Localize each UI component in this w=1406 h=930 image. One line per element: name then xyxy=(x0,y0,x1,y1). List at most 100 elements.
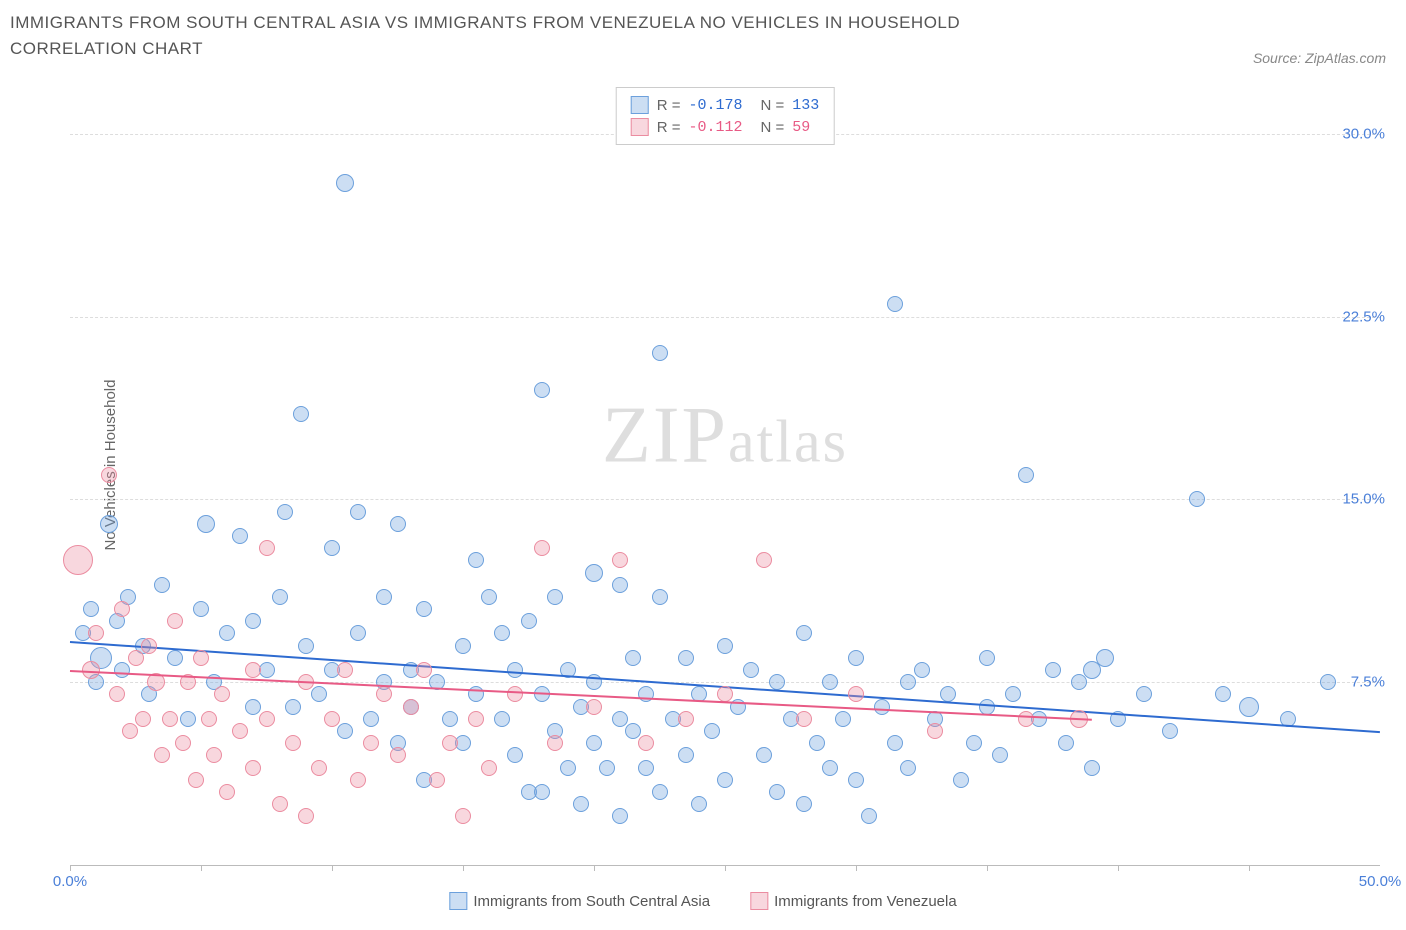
data-point-venezuela xyxy=(214,686,230,702)
data-point-south_central_asia xyxy=(468,552,484,568)
data-point-south_central_asia xyxy=(197,515,215,533)
data-point-south_central_asia xyxy=(180,711,196,727)
data-point-south_central_asia xyxy=(573,796,589,812)
legend-item-south_central_asia: Immigrants from South Central Asia xyxy=(449,892,710,910)
data-point-south_central_asia xyxy=(638,760,654,776)
swatch-icon xyxy=(631,96,649,114)
x-axis-min-label: 0.0% xyxy=(53,873,87,890)
data-point-venezuela xyxy=(154,747,170,763)
data-point-south_central_asia xyxy=(481,589,497,605)
data-point-south_central_asia xyxy=(678,650,694,666)
stats-row-south_central_asia: R =-0.178N =133 xyxy=(631,94,820,116)
data-point-south_central_asia xyxy=(298,638,314,654)
watermark: ZIPatlas xyxy=(602,391,848,482)
data-point-south_central_asia xyxy=(534,784,550,800)
data-point-south_central_asia xyxy=(1005,686,1021,702)
data-point-south_central_asia xyxy=(272,589,288,605)
data-point-south_central_asia xyxy=(1136,686,1152,702)
data-point-south_central_asia xyxy=(277,504,293,520)
data-point-venezuela xyxy=(285,735,301,751)
data-point-venezuela xyxy=(376,686,392,702)
data-point-south_central_asia xyxy=(100,515,118,533)
data-point-venezuela xyxy=(162,711,178,727)
data-point-venezuela xyxy=(311,760,327,776)
swatch-icon xyxy=(631,118,649,136)
data-point-south_central_asia xyxy=(612,808,628,824)
data-point-south_central_asia xyxy=(507,662,523,678)
legend-item-venezuela: Immigrants from Venezuela xyxy=(750,892,957,910)
data-point-south_central_asia xyxy=(769,784,785,800)
swatch-icon xyxy=(750,892,768,910)
data-point-south_central_asia xyxy=(704,723,720,739)
x-tick xyxy=(201,865,202,871)
data-point-south_central_asia xyxy=(1045,662,1061,678)
data-point-south_central_asia xyxy=(1215,686,1231,702)
data-point-south_central_asia xyxy=(1189,491,1205,507)
data-point-south_central_asia xyxy=(245,699,261,715)
data-point-venezuela xyxy=(272,796,288,812)
data-point-venezuela xyxy=(167,613,183,629)
stats-legend: R =-0.178N =133R =-0.112N = 59 xyxy=(616,87,835,145)
data-point-south_central_asia xyxy=(835,711,851,727)
n-value: 59 xyxy=(792,119,810,136)
data-point-venezuela xyxy=(259,711,275,727)
x-tick xyxy=(332,865,333,871)
data-point-venezuela xyxy=(429,772,445,788)
data-point-south_central_asia xyxy=(796,625,812,641)
x-tick xyxy=(987,865,988,871)
data-point-venezuela xyxy=(350,772,366,788)
data-point-venezuela xyxy=(175,735,191,751)
data-point-south_central_asia xyxy=(83,601,99,617)
data-point-venezuela xyxy=(455,808,471,824)
data-point-south_central_asia xyxy=(914,662,930,678)
data-point-south_central_asia xyxy=(887,735,903,751)
data-point-venezuela xyxy=(141,638,157,654)
data-point-south_central_asia xyxy=(293,406,309,422)
data-point-venezuela xyxy=(219,784,235,800)
data-point-south_central_asia xyxy=(219,625,235,641)
n-value: 133 xyxy=(792,97,819,114)
data-point-venezuela xyxy=(109,686,125,702)
data-point-venezuela xyxy=(232,723,248,739)
data-point-venezuela xyxy=(88,625,104,641)
x-tick xyxy=(463,865,464,871)
data-point-south_central_asia xyxy=(652,784,668,800)
data-point-south_central_asia xyxy=(1018,467,1034,483)
data-point-venezuela xyxy=(612,552,628,568)
x-tick xyxy=(1118,865,1119,871)
data-point-south_central_asia xyxy=(822,674,838,690)
data-point-south_central_asia xyxy=(324,540,340,556)
x-tick xyxy=(1249,865,1250,871)
data-point-south_central_asia xyxy=(494,711,510,727)
data-point-south_central_asia xyxy=(652,589,668,605)
gridline xyxy=(70,499,1380,500)
data-point-south_central_asia xyxy=(350,504,366,520)
data-point-venezuela xyxy=(337,662,353,678)
chart-title: IMMIGRANTS FROM SOUTH CENTRAL ASIA VS IM… xyxy=(10,10,1090,61)
data-point-south_central_asia xyxy=(442,711,458,727)
data-point-south_central_asia xyxy=(887,296,903,312)
y-tick-label: 7.5% xyxy=(1351,674,1385,691)
data-point-south_central_asia xyxy=(311,686,327,702)
data-point-south_central_asia xyxy=(376,589,392,605)
data-point-south_central_asia xyxy=(638,686,654,702)
data-point-south_central_asia xyxy=(507,747,523,763)
data-point-south_central_asia xyxy=(848,772,864,788)
data-point-venezuela xyxy=(206,747,222,763)
data-point-south_central_asia xyxy=(848,650,864,666)
x-tick xyxy=(725,865,726,871)
data-point-south_central_asia xyxy=(809,735,825,751)
data-point-south_central_asia xyxy=(652,345,668,361)
data-point-venezuela xyxy=(245,760,261,776)
r-value: -0.178 xyxy=(688,97,742,114)
data-point-south_central_asia xyxy=(625,723,641,739)
data-point-south_central_asia xyxy=(245,613,261,629)
data-point-south_central_asia xyxy=(521,613,537,629)
data-point-south_central_asia xyxy=(1162,723,1178,739)
data-point-venezuela xyxy=(507,686,523,702)
data-point-venezuela xyxy=(416,662,432,678)
data-point-south_central_asia xyxy=(717,772,733,788)
legend-label: Immigrants from Venezuela xyxy=(774,893,957,910)
data-point-south_central_asia xyxy=(900,674,916,690)
data-point-south_central_asia xyxy=(1320,674,1336,690)
